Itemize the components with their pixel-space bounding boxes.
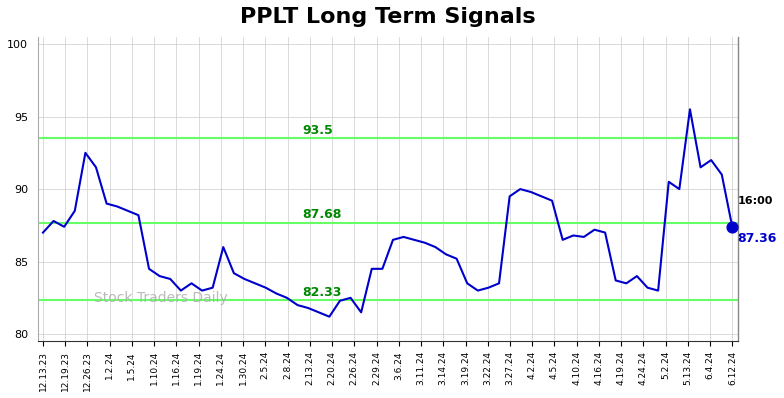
Text: 16:00: 16:00 (738, 195, 773, 206)
Text: 82.33: 82.33 (302, 286, 341, 299)
Point (726, 224, 739, 230)
Text: 87.68: 87.68 (302, 209, 341, 221)
Text: 87.36: 87.36 (738, 232, 777, 245)
Text: Stock Traders Daily: Stock Traders Daily (93, 291, 227, 305)
Text: 93.5: 93.5 (302, 124, 332, 137)
Title: PPLT Long Term Signals: PPLT Long Term Signals (240, 7, 535, 27)
